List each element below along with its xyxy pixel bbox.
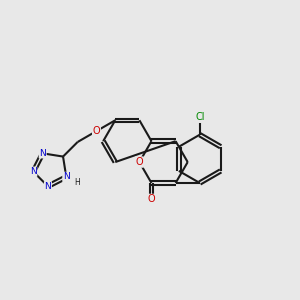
Text: O: O (93, 126, 100, 136)
Text: N: N (44, 182, 51, 191)
Text: H: H (74, 178, 80, 187)
Text: N: N (63, 172, 70, 182)
Text: N: N (39, 149, 46, 158)
Text: O: O (148, 194, 155, 204)
Text: O: O (136, 157, 143, 167)
Text: Cl: Cl (195, 112, 205, 122)
Text: N: N (30, 167, 37, 176)
